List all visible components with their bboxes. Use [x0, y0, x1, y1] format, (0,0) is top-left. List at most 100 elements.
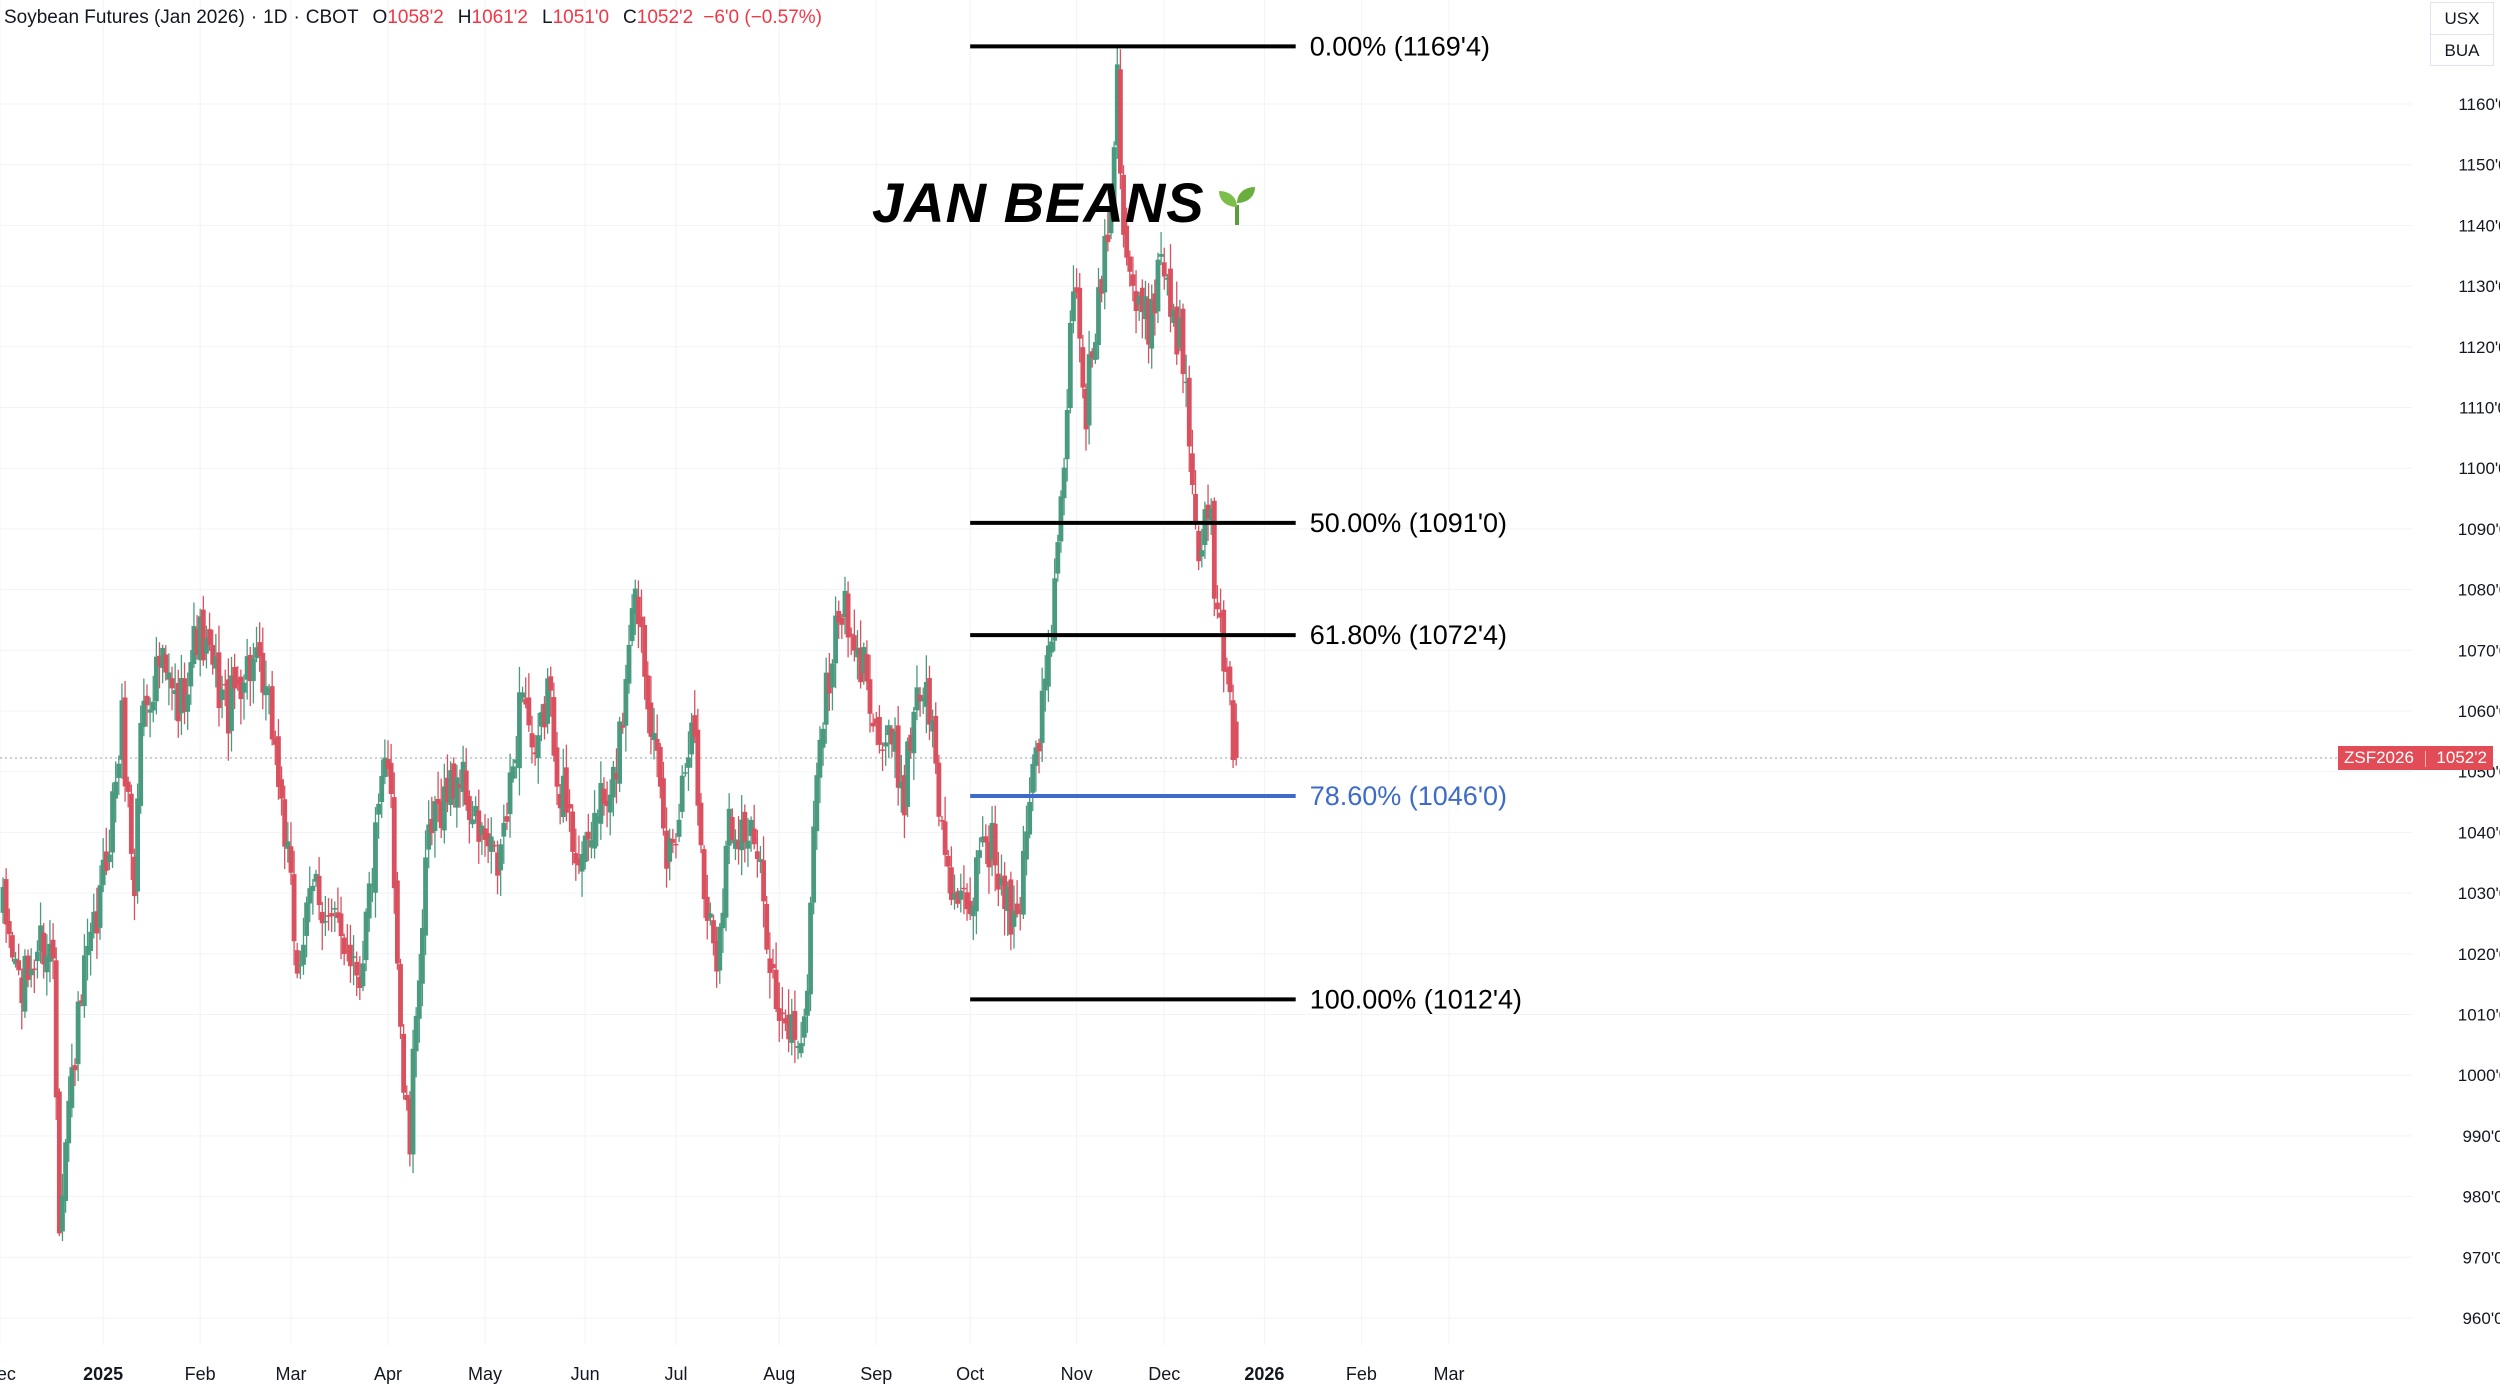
candle-body — [1130, 274, 1136, 286]
candle-body — [739, 819, 745, 851]
candle-body — [704, 896, 710, 921]
candle-body — [773, 969, 779, 1009]
candle-body — [19, 977, 25, 1004]
fib-level-label: 61.80% (1072'4) — [1310, 620, 1507, 650]
fib-retracement[interactable]: 0.00% (1169'4) 50.00% (1091'0) 61.80% (107… — [970, 31, 1522, 1014]
candle-body — [776, 1008, 782, 1021]
time-axis[interactable]: Dec 2025 Feb Mar Apr May Jun Jul Aug Sep Oct Nov Dec… — [0, 1364, 1465, 1384]
candle-body — [1011, 910, 1017, 927]
y-tick-label: 980'0 — [2462, 1188, 2500, 1207]
candle-body — [351, 956, 356, 958]
y-tick-label: 1020'0 — [2458, 945, 2500, 964]
candle-body — [795, 1046, 801, 1048]
candle-body — [1183, 381, 1189, 384]
candle-body — [833, 615, 838, 664]
candle-body — [1058, 496, 1064, 542]
low-key: L — [542, 7, 553, 28]
candle-body — [169, 678, 175, 689]
candle-body — [344, 950, 350, 953]
candle-body — [222, 683, 228, 686]
candle-body — [420, 927, 425, 984]
candle-body — [723, 845, 729, 918]
seedling-icon — [1215, 175, 1259, 240]
candle-body — [889, 728, 895, 745]
candle-body — [272, 738, 278, 745]
candle-body — [1111, 147, 1117, 204]
candle-body — [1127, 256, 1133, 272]
candle-body — [845, 593, 851, 638]
high-value: 1061'2 — [471, 7, 528, 28]
candle-body — [692, 715, 698, 738]
candle-body — [629, 608, 635, 642]
candle-body — [626, 644, 632, 684]
candle-body — [989, 822, 995, 860]
candle-body — [1161, 262, 1167, 277]
candle-body — [779, 1012, 785, 1015]
candle-body — [260, 652, 266, 693]
symbol-title[interactable]: Soybean Futures (Jan 2026) — [4, 7, 245, 28]
candle-body — [920, 697, 926, 702]
candle-body — [38, 925, 43, 952]
y-tick-label: 970'0 — [2462, 1248, 2500, 1267]
candle-body — [670, 839, 676, 843]
candle-body — [648, 702, 654, 737]
y-tick-label: 1160'0 — [2458, 95, 2500, 114]
candle-body — [676, 819, 682, 837]
candle-body — [870, 722, 876, 727]
candle-body — [667, 838, 673, 862]
candle-body — [85, 945, 90, 956]
candle-body — [16, 960, 22, 971]
candle-body — [1177, 317, 1183, 348]
candle-body — [438, 801, 444, 829]
candle-body — [495, 852, 500, 876]
candle-body — [204, 637, 209, 654]
candle-body — [63, 1142, 68, 1201]
candle-body — [1005, 886, 1011, 912]
candle-body — [789, 1014, 795, 1043]
candle-body — [210, 645, 216, 665]
candle-body — [213, 656, 219, 669]
candle-body — [504, 816, 510, 822]
x-tick-label: Jul — [664, 1364, 687, 1384]
candle-body — [861, 647, 867, 674]
candle-body — [758, 859, 763, 862]
candle-body — [66, 1100, 72, 1144]
chart-annotation[interactable]: JAN BEANS — [872, 170, 1259, 240]
candle-body — [1049, 641, 1054, 653]
candle-body — [686, 757, 691, 768]
candle-body — [1139, 287, 1145, 313]
candle-body — [992, 823, 998, 866]
candle-body — [554, 747, 560, 787]
candle-body — [188, 662, 194, 687]
last-price-tag[interactable]: ZSF2026 1052'2 — [2338, 746, 2493, 771]
candle-body — [216, 652, 222, 709]
candle-body — [426, 824, 432, 850]
candle-body — [1024, 831, 1029, 860]
candle-body — [122, 697, 128, 787]
currency-selector[interactable]: USX BUA — [2430, 2, 2494, 66]
candle-body — [598, 782, 604, 824]
candle-body — [999, 877, 1004, 886]
candle-body — [898, 781, 904, 789]
candle-body — [394, 880, 400, 964]
candle-body — [1077, 287, 1083, 339]
candle-body — [329, 913, 335, 917]
candle-body — [967, 900, 973, 915]
price-axis[interactable]: 960'0 970'0 980'0 990'0 1000'0 1010'0 1020'0 10… — [2458, 95, 2500, 1328]
currency-subunit[interactable]: BUA — [2431, 34, 2493, 66]
candle-body — [254, 647, 259, 659]
candle-body — [742, 811, 748, 843]
candle-body — [814, 775, 820, 832]
candle-body — [538, 712, 544, 727]
candle-body — [1152, 293, 1158, 314]
candle-body — [75, 1001, 81, 1065]
candle-body — [1224, 668, 1230, 672]
interval-label[interactable]: 1D — [263, 7, 288, 28]
candle-body — [6, 921, 12, 935]
candle-body — [927, 678, 932, 725]
candle-body — [391, 797, 397, 889]
currency-unit[interactable]: USX — [2444, 9, 2480, 28]
candle-body — [980, 836, 986, 843]
